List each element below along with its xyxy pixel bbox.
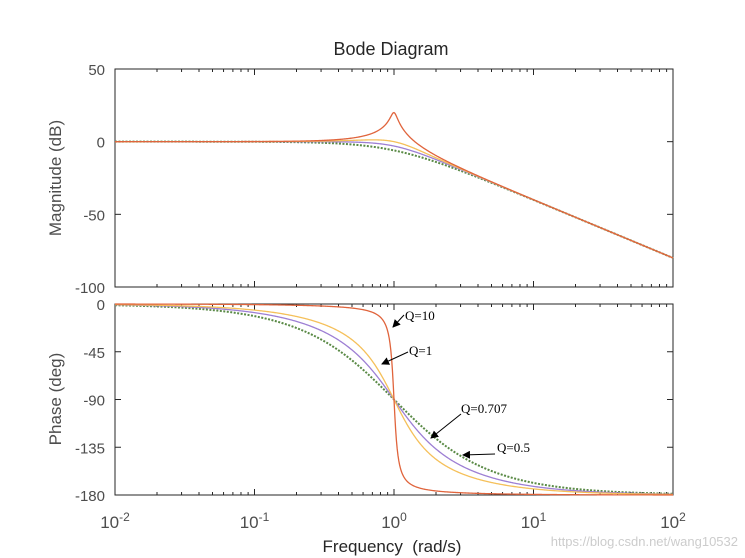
magnitude-lines <box>115 111 674 259</box>
phase-lines <box>114 303 674 496</box>
y-tick-label: 0 <box>97 297 105 314</box>
magnitude-x-ticks <box>114 69 674 287</box>
x-tick-label: 100 <box>381 510 407 532</box>
magnitude-axes-box <box>114 68 674 288</box>
annotation-q1: Q=1 <box>409 343 432 358</box>
y-tick-label: 50 <box>88 62 105 79</box>
y-tick-label: -45 <box>83 345 105 362</box>
annotation-arrow-q10 <box>392 314 405 328</box>
annotation-q05: Q=0.5 <box>497 440 530 455</box>
y-tick-label: 0 <box>97 135 105 152</box>
annotation-q0707: Q=0.707 <box>461 401 507 416</box>
y-tick-label: -90 <box>83 393 105 410</box>
chart-title: Bode Diagram <box>333 39 448 59</box>
x-tick-label: 10-1 <box>240 510 270 532</box>
annotation-arrow-q1 <box>381 351 409 365</box>
watermark-text: https://blog.csdn.net/wang10532 <box>551 534 738 549</box>
magnitude-panel: 50 0 -50 -100 Magnitude (dB) <box>46 62 674 297</box>
phase-panel: 0 -45 -90 -135 -180 10-2 10-1 100 101 102 Phase … <box>46 297 686 532</box>
x-tick-label: 102 <box>660 510 686 532</box>
x-tick-label: 101 <box>521 510 547 532</box>
x-tick-label: 10-2 <box>100 510 130 532</box>
magnitude-y-label: Magnitude (dB) <box>46 120 65 236</box>
annotations: Q=10 Q=1 Q=0.707 Q=0.5 <box>381 308 530 459</box>
magnitude-line-Q=10 <box>115 111 674 259</box>
y-tick-label: -180 <box>75 488 105 505</box>
y-tick-label: -135 <box>75 440 105 457</box>
annotation-q10: Q=10 <box>405 308 435 323</box>
y-tick-label: -50 <box>83 207 105 224</box>
y-tick-label: -100 <box>75 280 105 297</box>
phase-line-Q=10 <box>115 303 673 496</box>
magnitude-y-ticks: 50 0 -50 -100 <box>75 62 673 297</box>
phase-y-ticks: 0 -45 -90 -135 -180 <box>75 297 673 505</box>
phase-x-ticks: 10-2 10-1 100 101 102 <box>100 304 686 532</box>
x-axis-label: Frequency (rad/s) <box>323 537 462 556</box>
phase-y-label: Phase (deg) <box>46 353 65 446</box>
annotation-arrow-q05 <box>462 450 496 459</box>
annotation-arrow-q0707 <box>430 413 462 439</box>
